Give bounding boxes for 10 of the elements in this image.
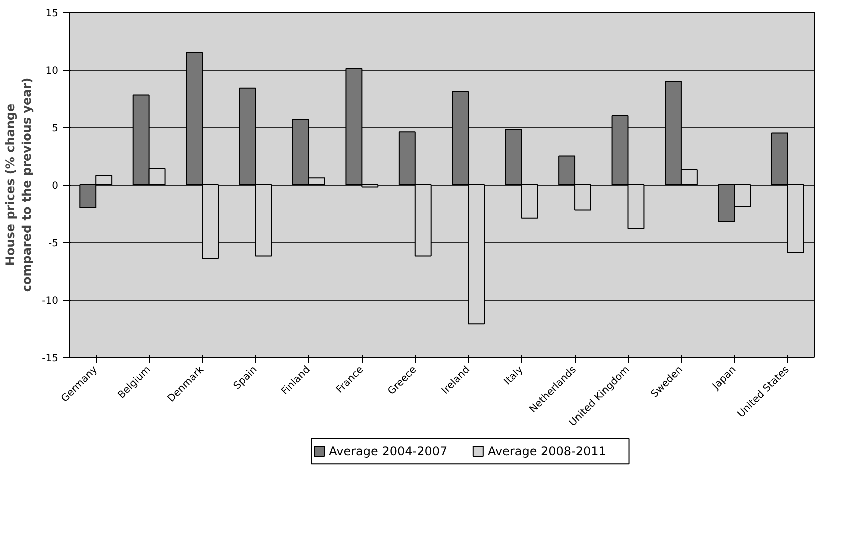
y-tick-label: 5	[52, 124, 59, 134]
y-tick-label: 15	[46, 8, 59, 20]
y-tick-label: -5	[48, 238, 59, 250]
y-tick-label: 10	[46, 66, 59, 77]
legend-label: Average 2004-2007	[329, 444, 448, 458]
y-tick-label: 0	[52, 181, 59, 192]
y-tick-label: -15	[42, 354, 59, 364]
y-tick-label: -10	[42, 296, 59, 307]
y-axis-title: House prices (% change compared to the previous year)	[3, 78, 34, 292]
legend-label: Average 2008-2011	[488, 444, 606, 458]
